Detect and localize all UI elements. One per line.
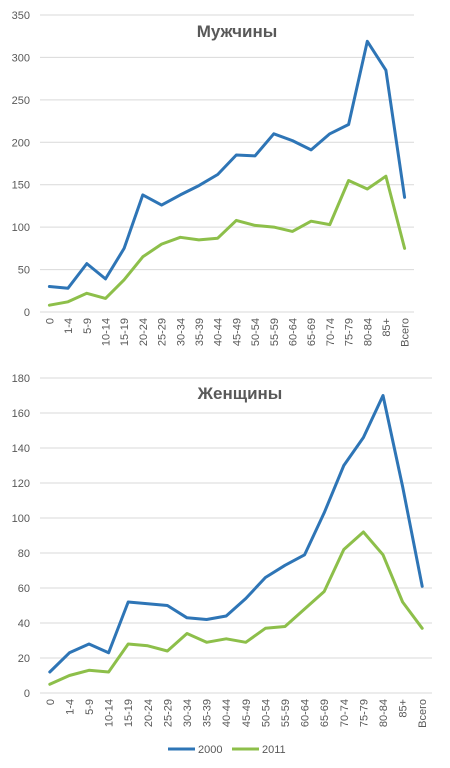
- x-tick-women-18: 85+: [398, 699, 410, 718]
- series-line-women-2011: [48, 530, 424, 686]
- y-tick-men-200: 200: [12, 137, 30, 149]
- y-tick-men-50: 50: [18, 265, 30, 277]
- y-tick-women-100: 100: [12, 513, 30, 525]
- y-tick-men-100: 100: [12, 222, 30, 234]
- series-line-men-2000: [47, 39, 407, 290]
- y-tick-women-180: 180: [12, 373, 30, 385]
- y-tick-men-0: 0: [24, 307, 30, 319]
- x-tick-women-16: 75-79: [358, 699, 370, 727]
- x-tick-women-5: 20-24: [143, 699, 155, 727]
- x-tick-men-1: 1-4: [63, 318, 75, 334]
- x-tick-women-15: 70-74: [339, 699, 351, 727]
- chart-women: 0 20 40 60 80 100 120 140 160 180 0 1-4 5-9 10-14 15-1…: [12, 373, 432, 728]
- x-tick-men-2: 5-9: [82, 318, 94, 334]
- x-tick-women-11: 50-54: [260, 699, 272, 727]
- x-tick-men-10: 45-49: [231, 318, 243, 346]
- series-line-women-2000: [48, 394, 424, 674]
- x-tick-men-9: 40-44: [213, 318, 225, 346]
- y-tick-women-20: 20: [18, 653, 30, 665]
- y-tick-women-140: 140: [12, 443, 30, 455]
- y-tick-women-80: 80: [18, 548, 30, 560]
- series-line-men-2011: [47, 174, 407, 307]
- legend: 2000 2011: [168, 744, 286, 756]
- x-tick-men-18: 85+: [381, 318, 393, 337]
- x-tick-women-19: Всего: [417, 699, 429, 728]
- x-tick-men-8: 35-39: [194, 318, 206, 346]
- x-tick-women-13: 60-64: [300, 699, 312, 727]
- x-tick-women-8: 35-39: [202, 699, 214, 727]
- x-tick-women-10: 45-49: [241, 699, 253, 727]
- x-tick-women-1: 1-4: [64, 699, 76, 715]
- chart-title-women: Женщины: [197, 384, 283, 403]
- y-tick-women-160: 160: [12, 408, 30, 420]
- x-tick-men-0: 0: [44, 318, 56, 324]
- legend-label-2000: 2000: [198, 744, 222, 756]
- x-tick-men-6: 25-29: [157, 318, 169, 346]
- chart-men: 0 50 100 150 200 250 300 350 0 1-4 5-9 10-14 15-19 20…: [12, 10, 414, 347]
- x-tick-men-14: 65-69: [306, 318, 318, 346]
- x-tick-men-7: 30-34: [175, 318, 187, 346]
- x-tick-women-12: 55-59: [280, 699, 292, 727]
- x-tick-men-15: 70-74: [325, 318, 337, 346]
- x-tick-men-12: 55-59: [269, 318, 281, 346]
- x-tick-women-6: 25-29: [162, 699, 174, 727]
- x-tick-men-17: 80-84: [362, 318, 374, 346]
- x-tick-women-17: 80-84: [378, 699, 390, 727]
- legend-label-2011: 2011: [262, 744, 286, 756]
- x-tick-men-16: 75-79: [344, 318, 356, 346]
- y-tick-men-300: 300: [12, 52, 30, 64]
- x-tick-women-9: 40-44: [221, 699, 233, 727]
- y-tick-men-150: 150: [12, 180, 30, 192]
- x-tick-men-11: 50-54: [250, 318, 262, 346]
- x-tick-women-2: 5-9: [84, 699, 96, 715]
- y-tick-women-40: 40: [18, 618, 30, 630]
- y-tick-men-250: 250: [12, 95, 30, 107]
- x-tick-women-0: 0: [45, 699, 57, 705]
- chart-title-men: Мужчины: [197, 22, 278, 41]
- x-tick-men-5: 20-24: [138, 318, 150, 346]
- x-tick-men-3: 10-14: [100, 318, 112, 346]
- x-tick-men-13: 60-64: [287, 318, 299, 346]
- x-tick-women-7: 30-34: [182, 699, 194, 727]
- x-tick-women-4: 15-19: [123, 699, 135, 727]
- y-tick-men-350: 350: [12, 10, 30, 22]
- y-tick-women-120: 120: [12, 478, 30, 490]
- y-tick-women-60: 60: [18, 583, 30, 595]
- y-tick-women-0: 0: [24, 688, 30, 700]
- x-tick-men-4: 15-19: [119, 318, 131, 346]
- x-tick-women-3: 10-14: [104, 699, 116, 727]
- x-tick-women-14: 65-69: [319, 699, 331, 727]
- x-tick-men-19: Всего: [400, 318, 412, 347]
